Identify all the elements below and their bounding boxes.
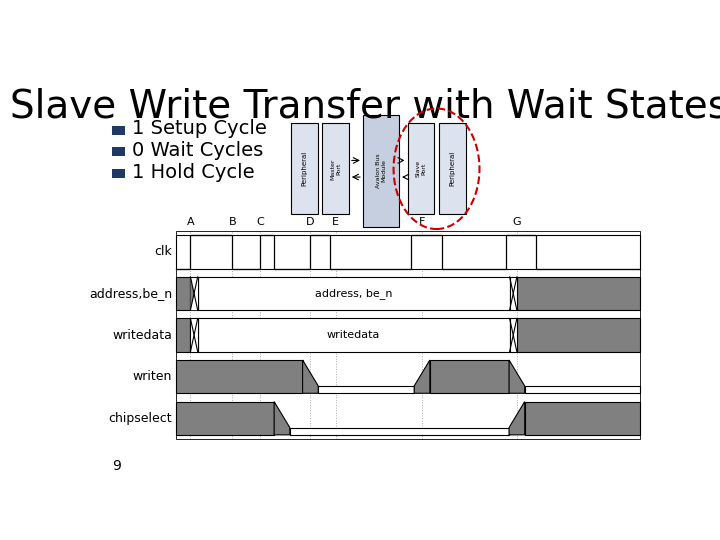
Polygon shape <box>190 319 198 352</box>
Text: Master
Port: Master Port <box>330 158 341 179</box>
Text: clk: clk <box>154 245 172 259</box>
Text: E: E <box>332 217 339 227</box>
Polygon shape <box>510 319 517 352</box>
Text: Peripheral: Peripheral <box>301 151 307 186</box>
Text: 1 Hold Cycle: 1 Hold Cycle <box>132 163 254 181</box>
Polygon shape <box>190 277 198 310</box>
Bar <box>408 123 434 214</box>
Text: G: G <box>513 217 521 227</box>
FancyBboxPatch shape <box>112 125 125 134</box>
Polygon shape <box>509 360 525 393</box>
FancyBboxPatch shape <box>112 168 125 178</box>
Bar <box>517 319 639 352</box>
Text: 9: 9 <box>112 459 121 473</box>
Text: F: F <box>419 217 426 227</box>
Bar <box>438 123 466 214</box>
Bar <box>517 277 639 310</box>
Text: Slave
Port: Slave Port <box>415 160 426 177</box>
FancyBboxPatch shape <box>112 147 125 156</box>
Polygon shape <box>190 277 198 310</box>
Bar <box>525 386 639 393</box>
Bar <box>430 360 509 393</box>
Text: 1 Setup Cycle: 1 Setup Cycle <box>132 119 266 138</box>
Text: 0 Wait Cycles: 0 Wait Cycles <box>132 141 263 160</box>
Text: A: A <box>186 217 194 227</box>
Polygon shape <box>302 360 318 393</box>
Bar <box>289 428 509 435</box>
Bar <box>322 123 349 214</box>
Text: writedata: writedata <box>327 330 380 340</box>
Bar <box>363 114 399 227</box>
Polygon shape <box>510 277 517 310</box>
Polygon shape <box>190 277 198 310</box>
Polygon shape <box>414 360 430 393</box>
Bar <box>291 123 318 214</box>
Bar <box>176 231 639 439</box>
Bar <box>176 277 190 310</box>
Bar <box>176 402 274 435</box>
Bar <box>176 235 639 268</box>
Text: B: B <box>228 217 236 227</box>
Text: C: C <box>256 217 264 227</box>
Text: Slave Write Transfer with Wait States: Slave Write Transfer with Wait States <box>10 87 720 126</box>
Polygon shape <box>509 402 525 435</box>
Text: D: D <box>306 217 315 227</box>
Text: writen: writen <box>132 370 172 383</box>
Text: Avalon Bus
Module: Avalon Bus Module <box>376 153 387 188</box>
Bar <box>176 319 190 352</box>
Bar <box>176 360 302 393</box>
Text: Peripheral: Peripheral <box>449 151 455 186</box>
Text: chipselect: chipselect <box>109 411 172 425</box>
Bar <box>198 277 510 310</box>
Bar <box>198 319 510 352</box>
Text: address, be_n: address, be_n <box>315 288 392 299</box>
Bar <box>525 402 639 435</box>
Text: writedata: writedata <box>112 328 172 342</box>
Text: address,be_n: address,be_n <box>89 287 172 300</box>
Bar <box>318 386 414 393</box>
Polygon shape <box>274 402 289 435</box>
